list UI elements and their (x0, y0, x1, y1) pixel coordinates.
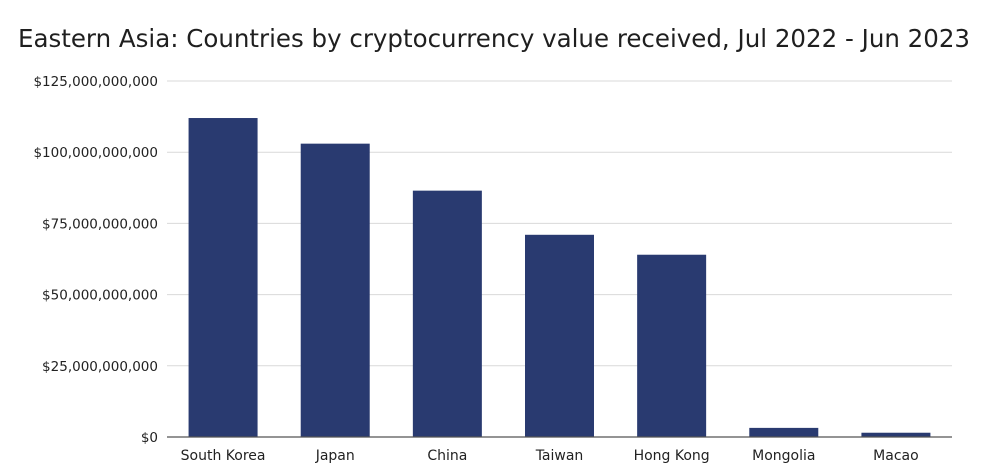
y-axis-ticks: $0 $25,000,000,000 $50,000,000,000 $75,000,… (33, 74, 158, 446)
y-tick-label: $50,000,000,000 (42, 288, 158, 304)
bar (412, 190, 482, 437)
x-tick-label: China (427, 448, 467, 464)
y-tick-label: $75,000,000,000 (42, 216, 158, 232)
x-tick-label: South Korea (181, 448, 266, 464)
x-tick-label: Hong Kong (634, 448, 710, 464)
y-tick-label: $25,000,000,000 (42, 359, 158, 375)
x-tick-label: Taiwan (535, 448, 584, 464)
y-tick-label: $0 (141, 430, 158, 446)
bars (188, 118, 931, 438)
y-tick-label: $100,000,000,000 (33, 145, 158, 161)
x-tick-label: Japan (315, 448, 355, 464)
bar (300, 143, 370, 437)
bar (861, 432, 931, 437)
bar (637, 254, 707, 437)
chart-title: Eastern Asia: Countries by cryptocurrenc… (18, 24, 971, 53)
bar (525, 234, 594, 437)
x-axis-ticks: South Korea Japan China Taiwan Hong Kong Mong… (181, 448, 919, 464)
bar (188, 118, 258, 438)
x-tick-label: Mongolia (752, 448, 815, 464)
x-tick-label: Macao (873, 448, 919, 464)
y-tick-label: $125,000,000,000 (33, 74, 158, 90)
bar (749, 427, 819, 437)
